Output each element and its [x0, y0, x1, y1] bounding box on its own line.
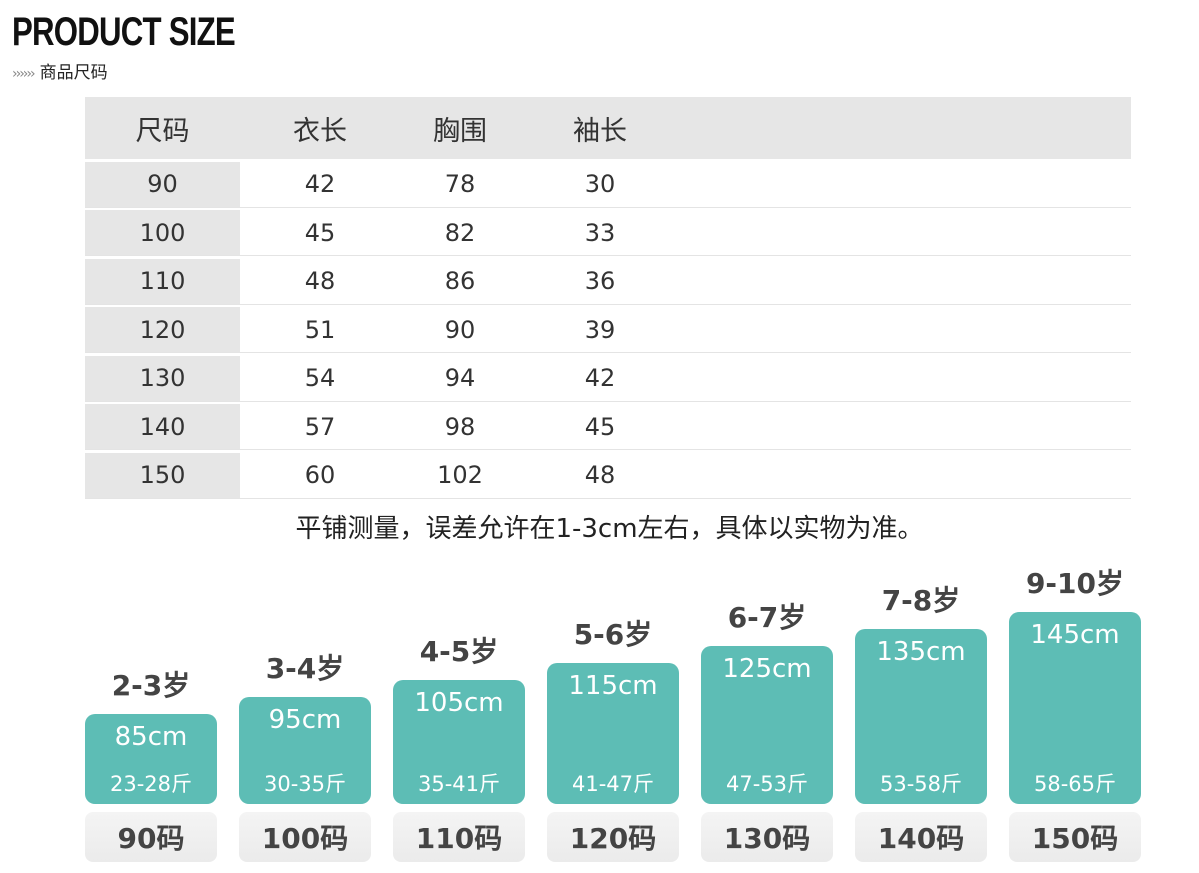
- age-label: 9-10岁: [1025, 567, 1125, 600]
- cell-size: 110: [85, 258, 240, 304]
- age-label: 6-7岁: [727, 601, 807, 634]
- cell-chest: 90: [444, 315, 476, 344]
- cell-length: 57: [304, 412, 336, 441]
- cell-size: 90: [85, 161, 240, 207]
- bar-weight-label: 47-53斤: [725, 772, 809, 796]
- height-bar: 115cm 41-47斤: [547, 663, 679, 804]
- bar-height-label: 135cm: [876, 637, 966, 667]
- height-bar: 85cm 23-28斤: [85, 714, 217, 804]
- bar-weight-label: 30-35斤: [263, 772, 347, 796]
- cell-chest: 78: [444, 170, 476, 198]
- table-row: 130 54 94 42: [85, 355, 1131, 402]
- cell-size: 100: [85, 210, 240, 255]
- age-label: 2-3岁: [111, 669, 191, 702]
- table-row: 100 45 82 33: [85, 210, 1131, 256]
- cell-chest: 86: [444, 267, 476, 295]
- cell-chest: 102: [437, 461, 483, 489]
- bar-height-label: 85cm: [114, 722, 188, 752]
- cell-sleeve: 45: [584, 412, 616, 441]
- height-bar: 145cm 58-65斤: [1009, 612, 1141, 804]
- bar-weight-label: 58-65斤: [1033, 772, 1117, 796]
- measurement-note: 平铺测量，误差允许在1-3cm左右，具体以实物为准。: [295, 514, 924, 544]
- cell-length: 48: [304, 267, 336, 295]
- height-bar: 125cm 47-53斤: [701, 646, 833, 804]
- age-label: 4-5岁: [419, 635, 499, 668]
- cell-sleeve: 42: [584, 364, 616, 392]
- size-category-label: 120码: [547, 812, 679, 862]
- header-length: 衣长: [293, 115, 347, 147]
- cell-length: 45: [304, 218, 336, 247]
- size-category-label: 100码: [239, 812, 371, 862]
- age-label: 5-6岁: [573, 618, 653, 651]
- page-subtitle: ›››››› 商品尺码: [12, 62, 108, 85]
- cell-length: 51: [304, 315, 336, 344]
- age-label: 7-8岁: [881, 584, 961, 617]
- bar-height-label: 95cm: [268, 705, 342, 735]
- bar-height-label: 125cm: [722, 654, 812, 684]
- size-category-label: 110码: [393, 812, 525, 862]
- header-sleeve: 袖长: [573, 115, 627, 147]
- cell-length: 54: [304, 364, 336, 392]
- size-category-label: 130码: [701, 812, 833, 862]
- table-header-row: 尺码 衣长 胸围 袖长: [85, 97, 1131, 159]
- table-row: 140 57 98 45: [85, 404, 1131, 450]
- cell-length: 42: [304, 170, 336, 198]
- bar-weight-label: 23-28斤: [109, 772, 193, 796]
- bar-height-label: 105cm: [414, 688, 504, 718]
- cell-size: 150: [85, 452, 240, 498]
- table-row: 90 42 78 30: [85, 161, 1131, 208]
- cell-sleeve: 48: [584, 461, 616, 489]
- cell-sleeve: 30: [584, 170, 616, 198]
- table-row: 120 51 90 39: [85, 307, 1131, 353]
- height-bar: 95cm 30-35斤: [239, 697, 371, 804]
- height-bar: 105cm 35-41斤: [393, 680, 525, 804]
- age-label: 3-4岁: [265, 652, 345, 685]
- size-category-label: 140码: [855, 812, 987, 862]
- cell-size: 120: [85, 307, 240, 352]
- subtitle-arrows: ››››››: [12, 66, 36, 82]
- bar-weight-label: 35-41斤: [417, 772, 501, 796]
- cell-chest: 98: [444, 412, 476, 441]
- cell-size: 140: [85, 404, 240, 449]
- bar-weight-label: 41-47斤: [571, 772, 655, 796]
- header-size: 尺码: [135, 115, 190, 147]
- cell-size: 130: [85, 355, 240, 401]
- table-row: 110 48 86 36: [85, 258, 1131, 305]
- bar-weight-label: 53-58斤: [879, 772, 963, 796]
- table-row: 150 60 102 48: [85, 452, 1131, 499]
- page-title: PRODUCT SIZE: [12, 10, 236, 54]
- header-chest: 胸围: [433, 115, 487, 147]
- cell-length: 60: [304, 461, 336, 489]
- cell-chest: 82: [444, 218, 476, 247]
- cell-sleeve: 33: [584, 218, 616, 247]
- cell-sleeve: 39: [584, 315, 616, 344]
- cell-chest: 94: [444, 364, 476, 392]
- cell-sleeve: 36: [584, 267, 616, 295]
- bar-height-label: 145cm: [1030, 620, 1120, 650]
- subtitle-text: 商品尺码: [39, 63, 108, 83]
- size-category-label: 90码: [85, 812, 217, 862]
- size-category-label: 150码: [1009, 812, 1141, 862]
- size-table: 尺码 衣长 胸围 袖长 90 42 78 30 100 45 82 33 110…: [85, 97, 1131, 499]
- bar-height-label: 115cm: [568, 671, 658, 701]
- height-bar: 135cm 53-58斤: [855, 629, 987, 804]
